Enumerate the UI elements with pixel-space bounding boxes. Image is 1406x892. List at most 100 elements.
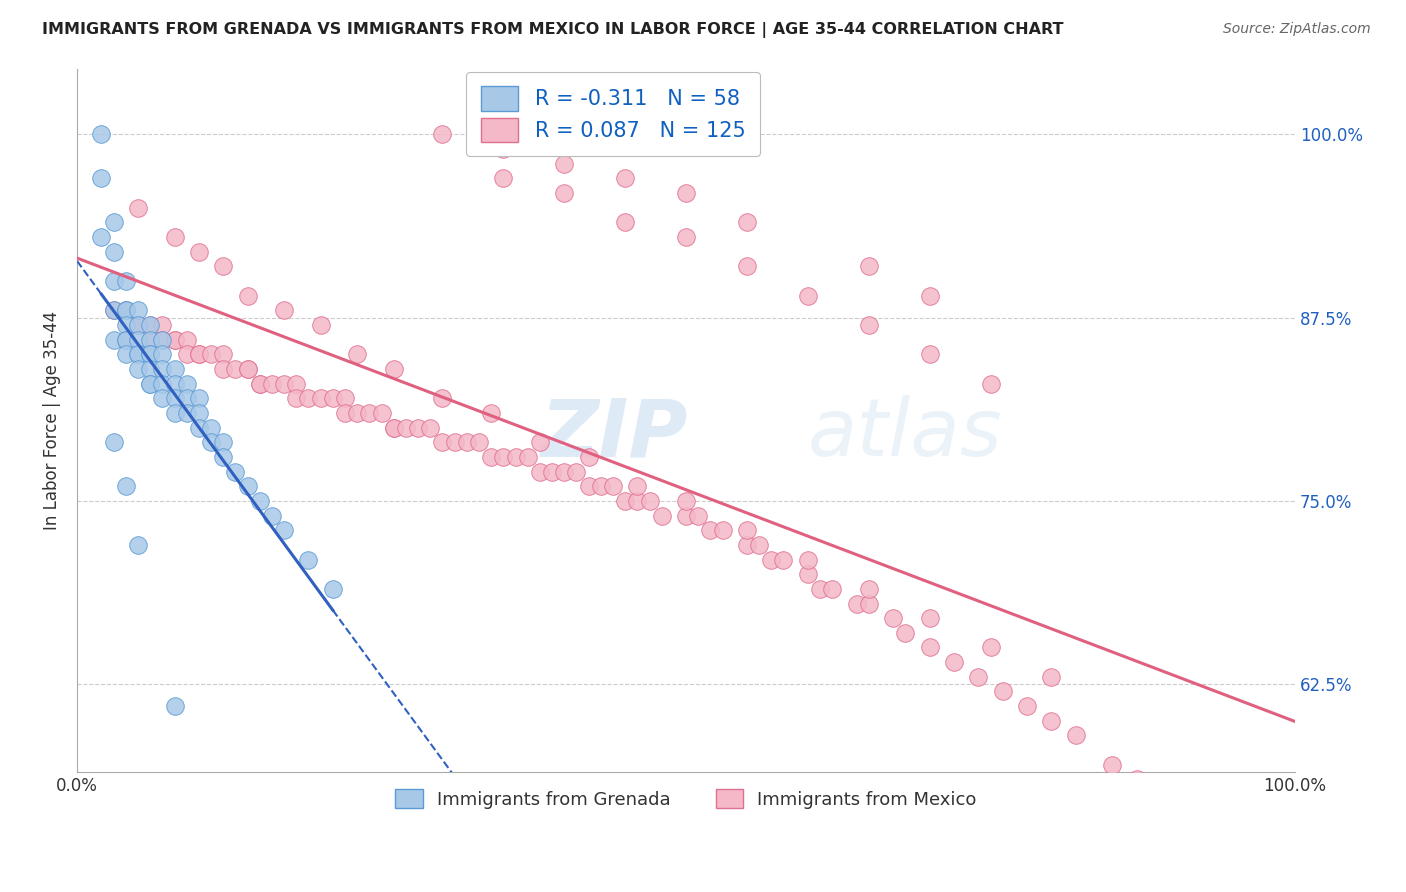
Point bbox=[492, 142, 515, 156]
Point bbox=[249, 376, 271, 391]
Point bbox=[406, 420, 429, 434]
Point bbox=[163, 406, 186, 420]
Point bbox=[150, 318, 173, 332]
Point bbox=[163, 230, 186, 244]
Point bbox=[1223, 846, 1246, 860]
Point bbox=[285, 376, 308, 391]
Point bbox=[492, 171, 515, 186]
Point bbox=[772, 552, 794, 566]
Y-axis label: In Labor Force | Age 35-44: In Labor Force | Age 35-44 bbox=[44, 310, 60, 530]
Point bbox=[103, 303, 125, 318]
Point bbox=[187, 406, 209, 420]
Point bbox=[309, 318, 332, 332]
Point bbox=[103, 215, 125, 229]
Point bbox=[443, 435, 465, 450]
Point bbox=[735, 538, 758, 552]
Point bbox=[114, 303, 136, 318]
Point bbox=[1198, 830, 1220, 845]
Point bbox=[333, 392, 356, 406]
Point bbox=[127, 318, 149, 332]
Point bbox=[346, 406, 368, 420]
Point bbox=[918, 347, 941, 361]
Point bbox=[382, 420, 405, 434]
Point bbox=[273, 523, 295, 537]
Point bbox=[163, 333, 186, 347]
Point bbox=[309, 392, 332, 406]
Point bbox=[200, 347, 222, 361]
Point bbox=[260, 508, 283, 523]
Point bbox=[187, 244, 209, 259]
Point bbox=[541, 465, 564, 479]
Point bbox=[675, 508, 697, 523]
Point bbox=[1125, 772, 1147, 787]
Point bbox=[602, 479, 624, 493]
Point bbox=[918, 289, 941, 303]
Point bbox=[492, 450, 515, 464]
Point bbox=[150, 362, 173, 376]
Point bbox=[150, 347, 173, 361]
Point bbox=[991, 684, 1014, 698]
Point bbox=[479, 450, 502, 464]
Point bbox=[651, 508, 673, 523]
Point bbox=[139, 333, 162, 347]
Point bbox=[163, 362, 186, 376]
Point bbox=[505, 450, 527, 464]
Point bbox=[797, 552, 820, 566]
Point bbox=[127, 347, 149, 361]
Point bbox=[432, 392, 454, 406]
Point bbox=[614, 215, 637, 229]
Point bbox=[688, 508, 710, 523]
Point bbox=[139, 347, 162, 361]
Point bbox=[163, 333, 186, 347]
Point bbox=[699, 523, 721, 537]
Point bbox=[565, 465, 588, 479]
Point bbox=[103, 244, 125, 259]
Point bbox=[675, 186, 697, 200]
Legend: Immigrants from Grenada, Immigrants from Mexico: Immigrants from Grenada, Immigrants from… bbox=[388, 782, 984, 816]
Point bbox=[127, 333, 149, 347]
Point bbox=[1174, 816, 1197, 830]
Point bbox=[103, 303, 125, 318]
Point bbox=[260, 376, 283, 391]
Point bbox=[1247, 875, 1270, 889]
Point bbox=[797, 289, 820, 303]
Point bbox=[797, 567, 820, 582]
Point bbox=[114, 274, 136, 288]
Point bbox=[103, 333, 125, 347]
Point bbox=[163, 376, 186, 391]
Point bbox=[395, 420, 418, 434]
Point bbox=[236, 289, 259, 303]
Point bbox=[980, 376, 1002, 391]
Point bbox=[212, 347, 235, 361]
Point bbox=[1040, 670, 1063, 684]
Point bbox=[432, 128, 454, 142]
Point bbox=[894, 625, 917, 640]
Point bbox=[553, 157, 575, 171]
Point bbox=[139, 318, 162, 332]
Point bbox=[187, 347, 209, 361]
Point bbox=[224, 465, 246, 479]
Point bbox=[236, 362, 259, 376]
Point bbox=[858, 582, 880, 596]
Point bbox=[735, 215, 758, 229]
Point bbox=[150, 333, 173, 347]
Point bbox=[297, 552, 319, 566]
Point bbox=[882, 611, 904, 625]
Point bbox=[333, 406, 356, 420]
Point bbox=[187, 420, 209, 434]
Point bbox=[614, 494, 637, 508]
Point bbox=[626, 479, 648, 493]
Point bbox=[200, 435, 222, 450]
Point bbox=[675, 494, 697, 508]
Point bbox=[273, 376, 295, 391]
Point bbox=[529, 435, 551, 450]
Point bbox=[943, 655, 966, 669]
Point bbox=[103, 274, 125, 288]
Point bbox=[127, 201, 149, 215]
Point bbox=[150, 392, 173, 406]
Point bbox=[103, 435, 125, 450]
Point bbox=[150, 333, 173, 347]
Point bbox=[176, 406, 198, 420]
Point bbox=[163, 392, 186, 406]
Point bbox=[858, 597, 880, 611]
